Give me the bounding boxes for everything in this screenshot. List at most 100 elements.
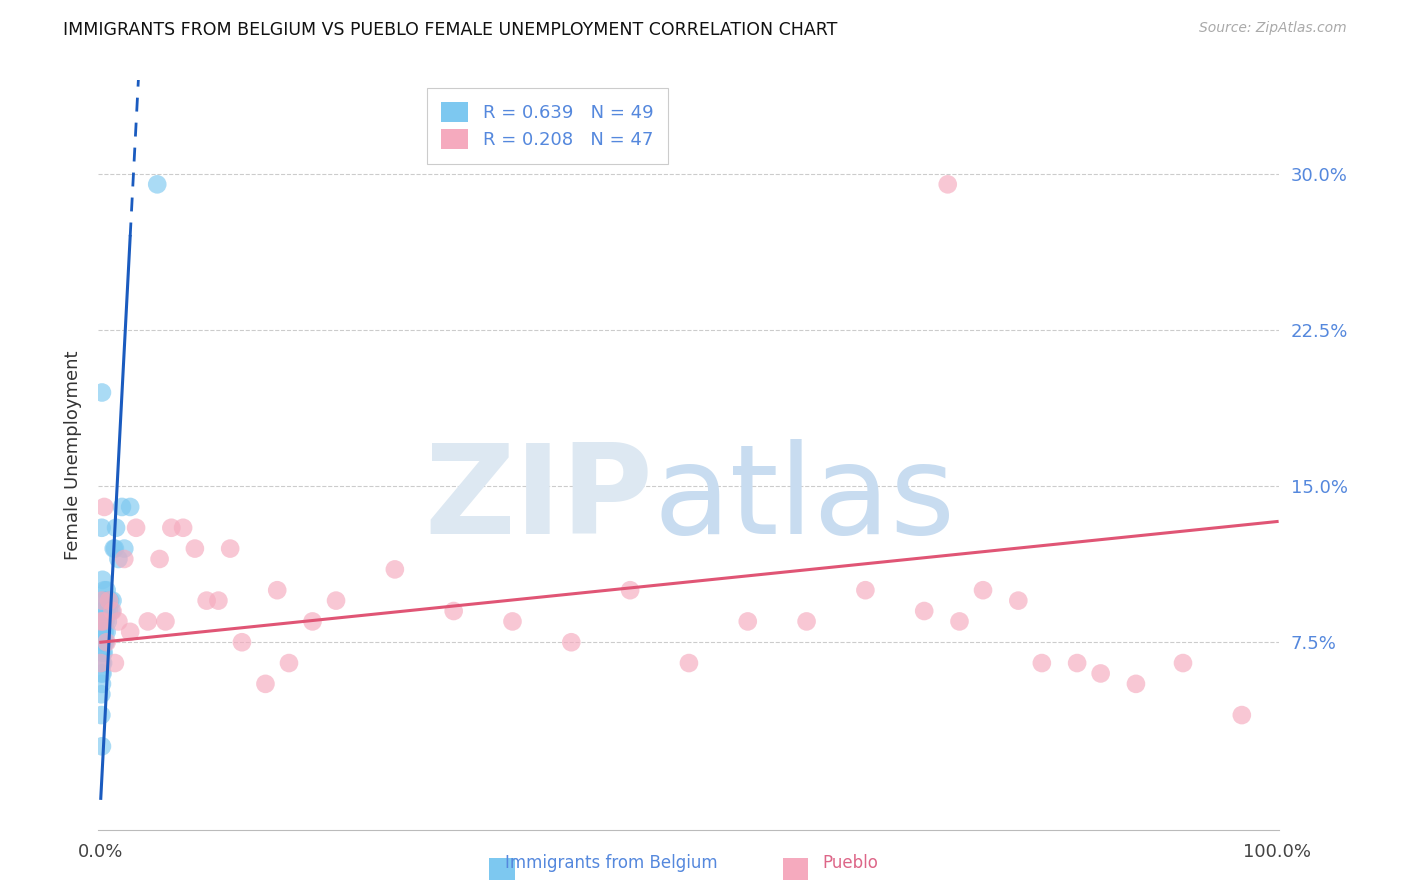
Point — [912, 604, 935, 618]
Point — [195, 593, 218, 607]
Point — [98, 604, 121, 618]
Point — [93, 635, 115, 649]
Text: Pueblo: Pueblo — [823, 855, 879, 872]
Point — [90, 656, 112, 670]
Point — [91, 615, 114, 629]
Text: Immigrants from Belgium: Immigrants from Belgium — [505, 855, 718, 872]
Point — [125, 521, 148, 535]
Point — [90, 708, 112, 723]
Point — [207, 593, 229, 607]
Point — [91, 604, 114, 618]
Point — [107, 615, 129, 629]
Point — [796, 615, 818, 629]
Point — [90, 687, 112, 701]
Point — [91, 656, 114, 670]
Point — [90, 521, 112, 535]
Point — [112, 552, 135, 566]
Point — [443, 604, 465, 618]
Point — [91, 646, 114, 660]
Point — [160, 521, 183, 535]
Point — [91, 656, 114, 670]
Point — [94, 615, 117, 629]
Point — [93, 604, 115, 618]
Point — [112, 541, 135, 556]
Text: IMMIGRANTS FROM BELGIUM VS PUEBLO FEMALE UNEMPLOYMENT CORRELATION CHART: IMMIGRANTS FROM BELGIUM VS PUEBLO FEMALE… — [63, 21, 838, 38]
Point — [149, 552, 172, 566]
Point — [96, 604, 118, 618]
Point — [1031, 656, 1053, 670]
Text: ZIP: ZIP — [425, 440, 654, 560]
Point — [278, 656, 301, 670]
Point — [619, 583, 641, 598]
Point — [91, 624, 114, 639]
Point — [219, 541, 242, 556]
Point — [146, 178, 169, 192]
Point — [91, 385, 114, 400]
Point — [1007, 593, 1029, 607]
Point — [91, 666, 114, 681]
Point — [155, 615, 177, 629]
Point — [1090, 666, 1112, 681]
Point — [90, 615, 112, 629]
Point — [96, 583, 118, 598]
Point — [560, 635, 582, 649]
Point — [301, 615, 323, 629]
Point — [91, 604, 114, 618]
Point — [384, 562, 406, 576]
Point — [120, 624, 142, 639]
Point — [948, 615, 970, 629]
Point — [1230, 708, 1253, 723]
Point — [96, 624, 118, 639]
Point — [91, 646, 114, 660]
Point — [136, 615, 159, 629]
Point — [94, 635, 117, 649]
Point — [96, 635, 118, 649]
Point — [502, 615, 524, 629]
Point — [266, 583, 288, 598]
Point — [91, 635, 114, 649]
Point — [184, 541, 207, 556]
Point — [91, 593, 114, 607]
Point — [104, 541, 127, 556]
Point — [93, 624, 115, 639]
Point — [91, 573, 114, 587]
Point — [93, 646, 115, 660]
Point — [105, 521, 128, 535]
Point — [104, 656, 127, 670]
Point — [94, 624, 117, 639]
Point — [120, 500, 142, 514]
Point — [107, 552, 129, 566]
Point — [98, 593, 121, 607]
Point — [936, 178, 959, 192]
Point — [93, 604, 115, 618]
Point — [91, 604, 114, 618]
Point — [91, 593, 114, 607]
Text: atlas: atlas — [654, 440, 956, 560]
Point — [93, 500, 115, 514]
Point — [91, 739, 114, 754]
Point — [94, 593, 117, 607]
Point — [853, 583, 876, 598]
Point — [172, 521, 194, 535]
Point — [91, 615, 114, 629]
Legend: R = 0.639   N = 49, R = 0.208   N = 47: R = 0.639 N = 49, R = 0.208 N = 47 — [426, 87, 668, 163]
Point — [737, 615, 759, 629]
Point — [101, 604, 124, 618]
Point — [1171, 656, 1194, 670]
Point — [101, 593, 124, 607]
Point — [98, 593, 121, 607]
Point — [91, 624, 114, 639]
Point — [90, 666, 112, 681]
Point — [254, 677, 277, 691]
Point — [678, 656, 700, 670]
Point — [231, 635, 253, 649]
Point — [325, 593, 347, 607]
Point — [93, 615, 115, 629]
Point — [103, 541, 125, 556]
Point — [1066, 656, 1088, 670]
Point — [972, 583, 994, 598]
Point — [91, 677, 114, 691]
Point — [100, 604, 122, 618]
Point — [1125, 677, 1147, 691]
Point — [97, 615, 120, 629]
